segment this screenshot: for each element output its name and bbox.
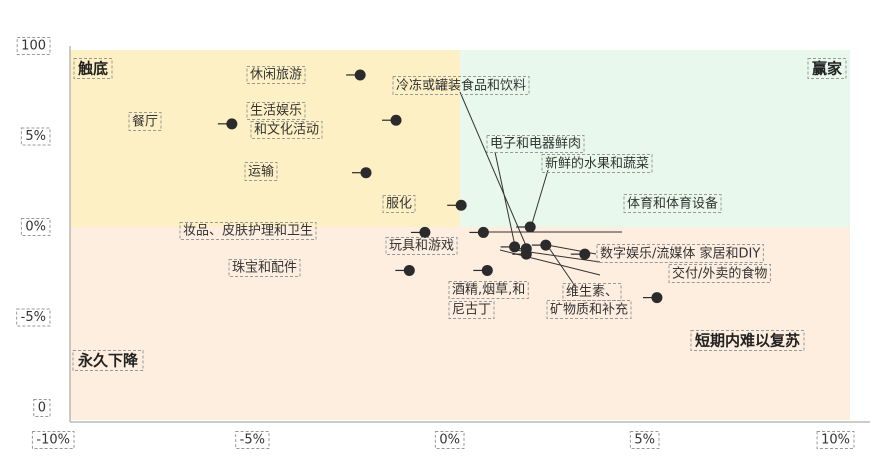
category-label: 生活娱乐 (250, 104, 302, 119)
y-tick-label: 100 (21, 39, 46, 54)
point (354, 69, 366, 81)
category-label: 数字娱乐/流媒体 家居和DIY (600, 246, 760, 262)
label-box (244, 162, 278, 181)
label-box (16, 308, 51, 327)
label-box (228, 259, 301, 277)
x-tick-label: -10% (36, 433, 70, 448)
label-box (690, 330, 805, 351)
y-tick-label: 0% (25, 220, 46, 235)
x-tick-label: -5% (240, 433, 265, 448)
category-label: 尼古丁 (452, 303, 491, 318)
label-box (20, 127, 51, 146)
label-box (73, 58, 113, 79)
quadrant-label: 短期内难以复苏 (695, 332, 800, 350)
label-box (629, 431, 660, 449)
quadrant-label: 赢家 (812, 60, 842, 78)
label-box (179, 222, 317, 240)
label-box (434, 431, 465, 449)
x-tick-label: 5% (634, 433, 655, 448)
category-label: 玩具和游戏 (389, 239, 454, 254)
point (477, 226, 489, 238)
label-box (448, 301, 495, 319)
label-box (246, 66, 306, 84)
label-box (596, 244, 764, 263)
category-label: 妆品、皮肤护理和卫生 (183, 224, 313, 239)
label-box (486, 135, 585, 153)
quadrant-label: 永久下降 (77, 352, 139, 370)
leader-line (494, 151, 516, 247)
category-label: 餐厅 (132, 114, 158, 130)
y-tick-label: 0 (38, 401, 46, 416)
x-tick-label: 10% (821, 433, 850, 448)
label-box (816, 431, 855, 449)
label-box (31, 431, 75, 449)
label-box (668, 264, 771, 283)
point (390, 114, 402, 126)
label-box (541, 154, 653, 173)
point (481, 264, 493, 276)
category-label: 交付/外卖的食物 (672, 266, 767, 282)
point (540, 239, 552, 251)
category-label: 和文化活动 (254, 123, 319, 138)
label-box (546, 300, 632, 319)
category-label: 矿物质和补充 (550, 302, 628, 318)
y-tick-label: 5% (25, 129, 46, 144)
category-label: 运输 (248, 164, 274, 180)
label-box (250, 121, 323, 139)
label-box (20, 218, 51, 236)
point (360, 167, 372, 179)
category-label: 服化 (386, 197, 412, 212)
label-box (448, 281, 529, 299)
label-box (807, 58, 847, 79)
category-label: 体育和体育设备 (627, 196, 718, 212)
quadrant-label: 触底 (78, 60, 108, 78)
category-label: 新鲜的水果和蔬菜 (545, 156, 649, 172)
label-box (623, 194, 722, 213)
point (651, 292, 663, 304)
label-box (385, 237, 458, 255)
label-box (16, 37, 51, 55)
category-label: 酒精,烟草,和 (452, 283, 525, 298)
category-label: 休闲旅游 (250, 68, 302, 83)
leader-line (530, 169, 549, 228)
point (226, 118, 238, 130)
category-label: 电子和电器鲜肉 (490, 137, 581, 152)
label-box (128, 112, 162, 131)
point (520, 248, 532, 260)
category-label: 珠宝和配件 (232, 261, 297, 276)
category-label: 维生素、 (566, 285, 618, 300)
leader-line (546, 244, 576, 287)
label-box (235, 431, 270, 449)
label-box (246, 102, 306, 120)
label-box (562, 283, 622, 301)
label-box (33, 399, 51, 417)
label-box (392, 76, 530, 95)
point (509, 241, 521, 253)
point (524, 221, 536, 233)
point (403, 264, 415, 276)
quadrant-top-right (460, 50, 850, 227)
label-box (72, 350, 144, 371)
label-box (382, 195, 416, 213)
category-label: 冷冻或罐装食品和饮料 (396, 78, 526, 94)
point (419, 226, 431, 238)
x-tick-label: 0% (439, 433, 460, 448)
leader-line (459, 91, 528, 249)
point (455, 199, 467, 211)
y-tick-label: -5% (21, 310, 46, 325)
quadrant-bottom (70, 227, 850, 420)
point (579, 248, 591, 260)
